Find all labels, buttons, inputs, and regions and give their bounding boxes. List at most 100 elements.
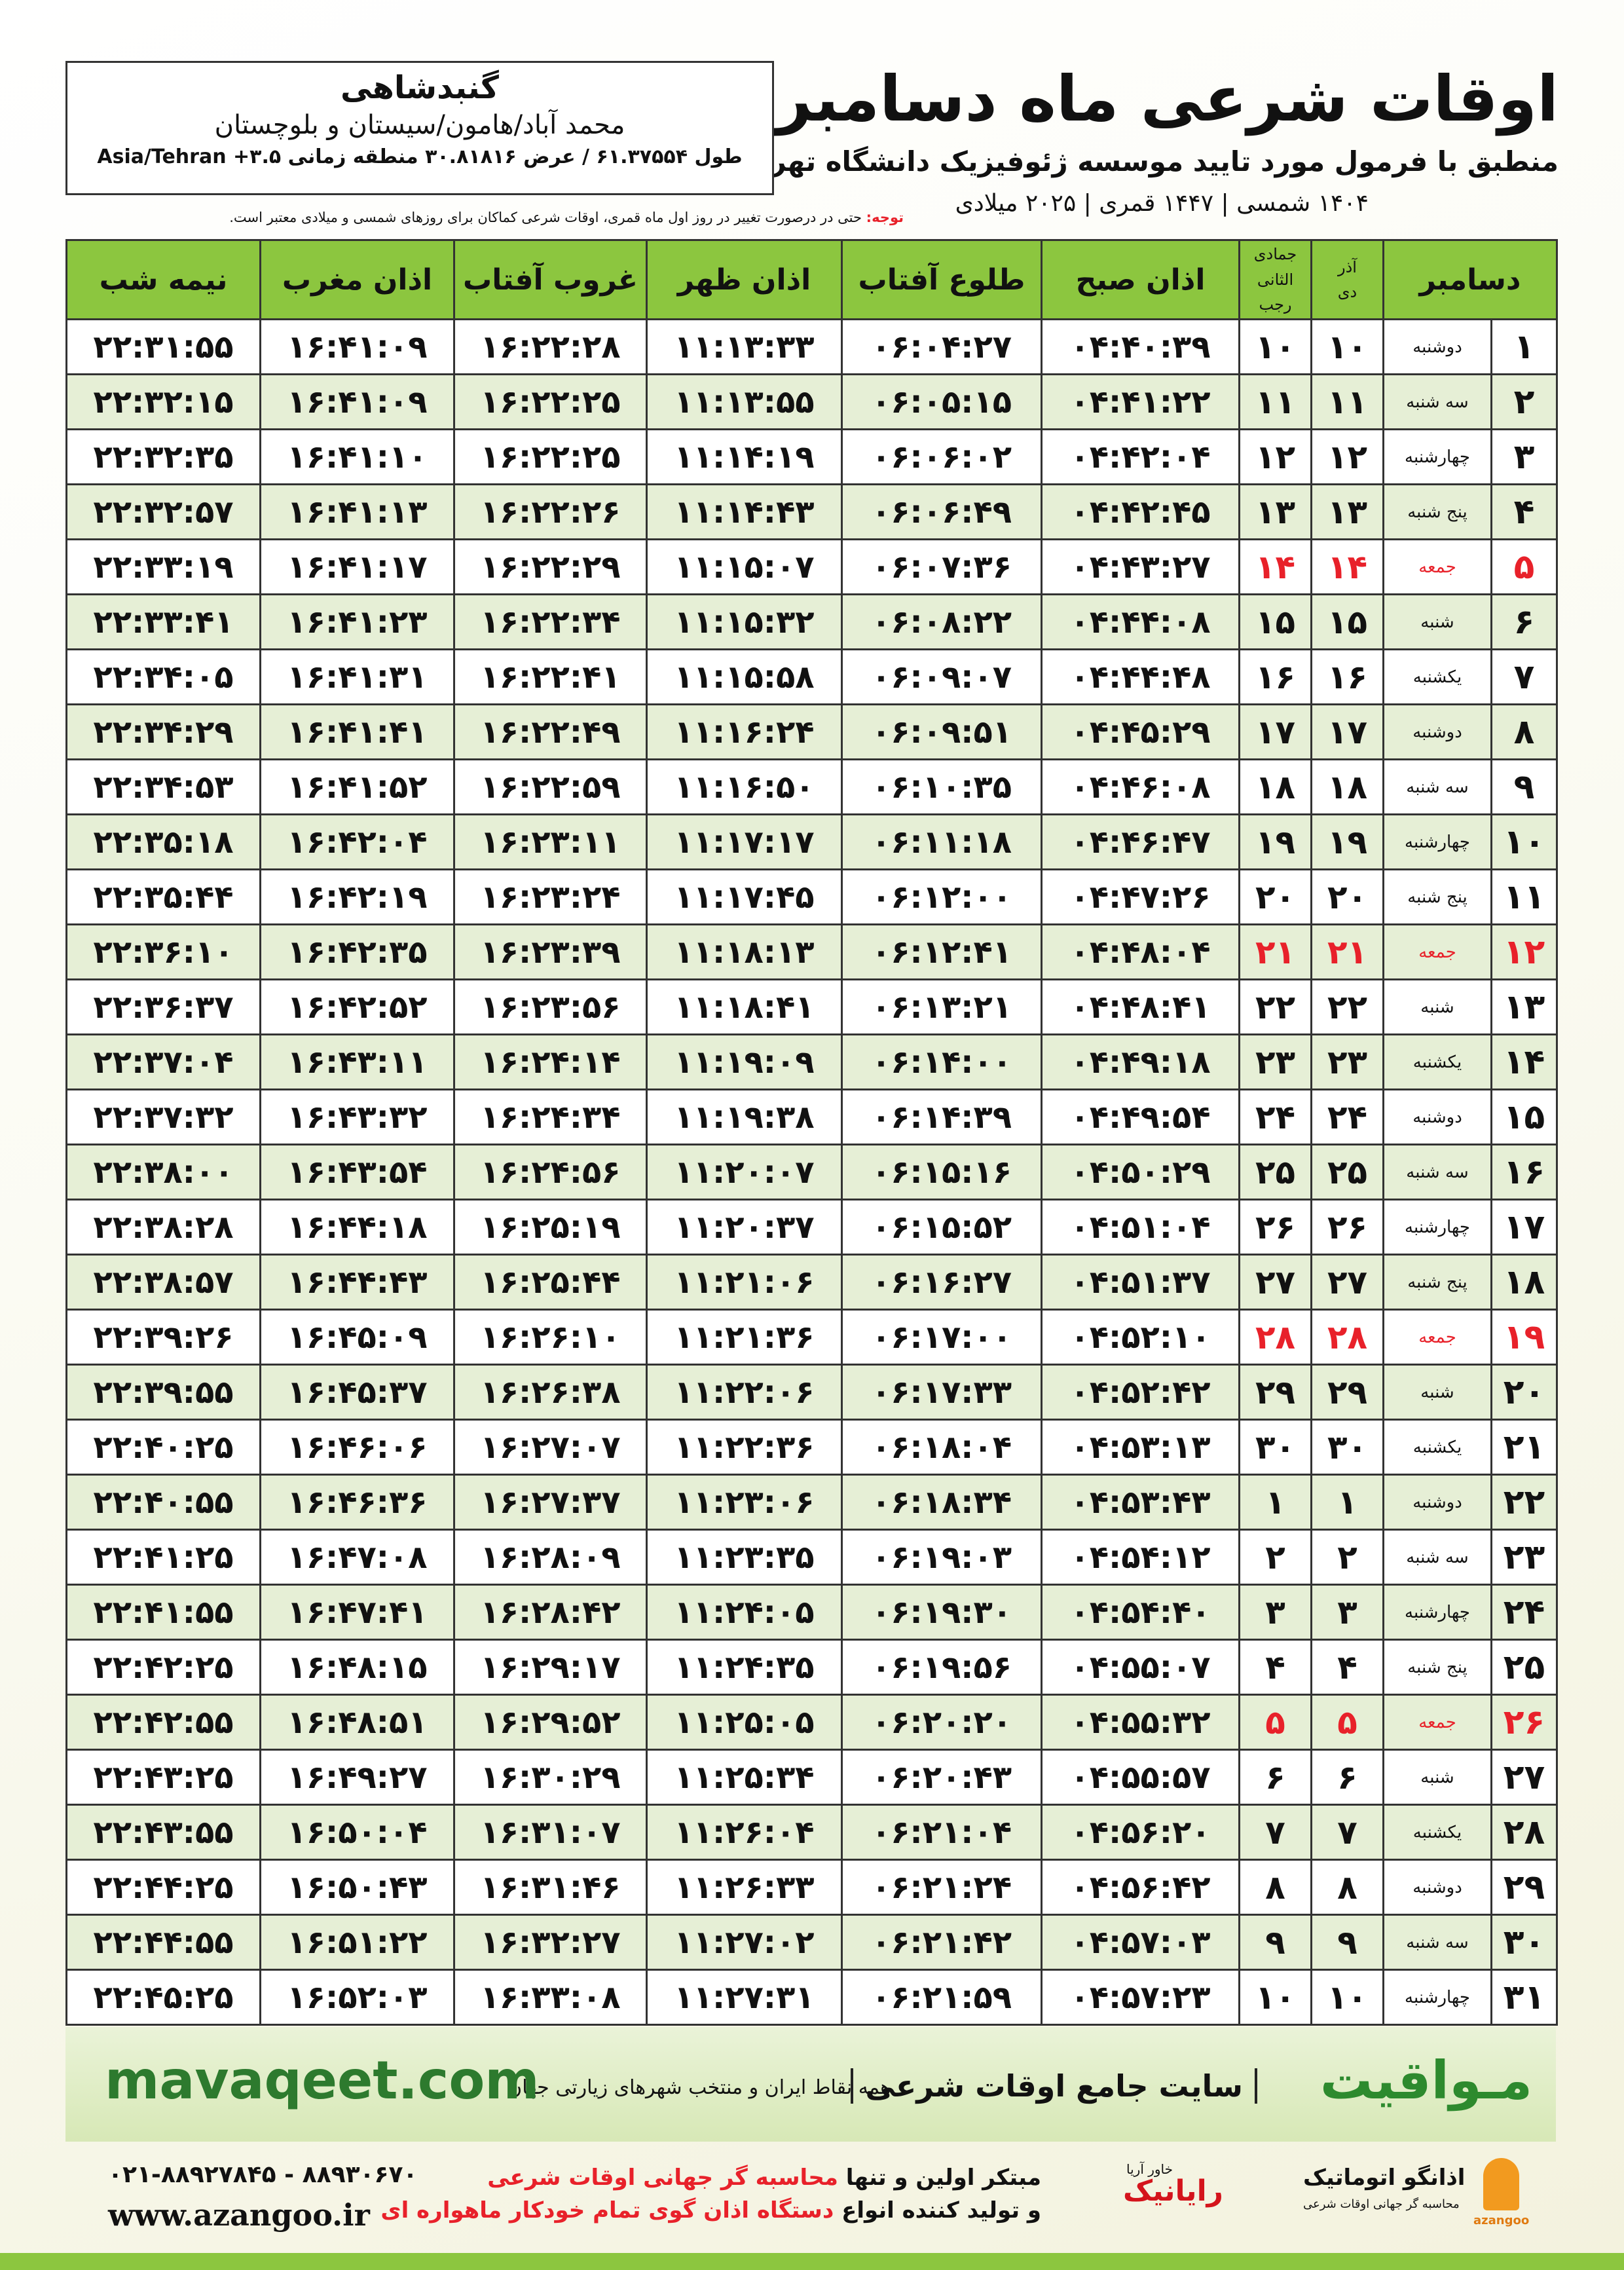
time-cell: ۰۶:۲۱:۵۹ [841, 1969, 1043, 2026]
logo-icon [1483, 2158, 1519, 2210]
cell-rajab: ۲۶ [1238, 1199, 1312, 1256]
time-cell: ۱۶:۲۲:۴۹ [453, 703, 648, 760]
table-row: ۱۹ جمعه ۲۸ ۲۸ ۰۴:۵۲:۱۰ ۰۶:۱۷:۰۰ ۱۱:۲۱:۳۶ ۱۶:۲۶:… [65, 1309, 1559, 1366]
cell-weekday: جمعه [1382, 923, 1493, 980]
time-cell: ۱۱:۲۴:۳۵ [646, 1639, 843, 1696]
tagline-text: و تولید کننده انواع [841, 2197, 1041, 2223]
table-row: ۸ دوشنبه ۱۷ ۱۷ ۰۴:۴۵:۲۹ ۰۶:۰۹:۵۱ ۱۱:۱۶:۲۴ ۱۶:۲۲… [65, 703, 1559, 760]
time-cell: ۱۶:۲۸:۴۲ [453, 1584, 648, 1641]
cell-dey: ۶ [1310, 1749, 1384, 1806]
time-cell: ۲۲:۳۲:۱۵ [65, 373, 261, 430]
time-cell: ۲۲:۳۸:۵۷ [65, 1254, 261, 1311]
cell-day: ۱۲ [1490, 923, 1559, 980]
cell-day: ۵ [1490, 538, 1559, 595]
cell-day: ۴ [1490, 483, 1559, 540]
time-cell: ۱۶:۲۳:۳۹ [453, 923, 648, 980]
time-cell: ۱۶:۴۳:۳۲ [259, 1088, 455, 1145]
column-header-top: آذر [1338, 257, 1357, 276]
cell-rajab: ۱۹ [1238, 813, 1312, 870]
time-cell: ۰۴:۴۹:۱۸ [1041, 1033, 1240, 1090]
time-cell: ۱۶:۴۶:۰۶ [259, 1419, 455, 1476]
time-cell: ۱۶:۴۸:۱۵ [259, 1639, 455, 1696]
cell-weekday: چهارشنبه [1382, 813, 1493, 870]
table-row: ۱۷ چهارشنبه ۲۶ ۲۶ ۰۴:۵۱:۰۴ ۰۶:۱۵:۵۲ ۱۱:۲۰:۳۷ ۱۶… [65, 1199, 1559, 1256]
cell-day: ۲۳ [1490, 1529, 1559, 1586]
cell-dey: ۳۰ [1310, 1419, 1384, 1476]
time-cell: ۰۴:۵۰:۲۹ [1041, 1144, 1240, 1200]
cell-dey: ۵ [1310, 1694, 1384, 1751]
cell-rajab: ۱۷ [1238, 703, 1312, 760]
time-cell: ۲۲:۳۲:۵۷ [65, 483, 261, 540]
time-cell: ۰۶:۱۲:۴۱ [841, 923, 1043, 980]
time-cell: ۱۱:۲۵:۳۴ [646, 1749, 843, 1806]
dates: ۱۴۰۴ شمسی | ۱۴۴۷ قمری | ۲۰۲۵ میلادی [955, 190, 1369, 217]
time-cell: ۰۶:۱۷:۰۰ [841, 1309, 1043, 1366]
cell-day: ۲۷ [1490, 1749, 1559, 1806]
time-cell: ۰۶:۰۹:۵۱ [841, 703, 1043, 760]
cell-rajab: ۱۳ [1238, 483, 1312, 540]
cell-weekday: سه شنبه [1382, 1914, 1493, 1971]
time-cell: ۱۶:۵۰:۴۳ [259, 1859, 455, 1916]
time-cell: ۱۶:۲۷:۳۷ [453, 1474, 648, 1531]
time-cell: ۲۲:۳۸:۰۰ [65, 1144, 261, 1200]
cell-rajab: ۲۰ [1238, 868, 1312, 925]
cell-dey: ۱۶ [1310, 648, 1384, 705]
cell-dey: ۲۷ [1310, 1254, 1384, 1311]
time-cell: ۰۶:۰۵:۱۵ [841, 373, 1043, 430]
title: اوقات شرعی ماه دسامبر [775, 62, 1559, 136]
table-row: ۲۴ چهارشنبه ۳ ۳ ۰۴:۵۴:۴۰ ۰۶:۱۹:۳۰ ۱۱:۲۴:۰۵ ۱۶:۲… [65, 1584, 1559, 1641]
time-cell: ۱۶:۲۳:۵۶ [453, 978, 648, 1035]
time-cell: ۱۶:۲۲:۳۴ [453, 593, 648, 650]
cell-dey: ۷ [1310, 1804, 1384, 1861]
cell-day: ۲۱ [1490, 1419, 1559, 1476]
cell-rajab: ۴ [1238, 1639, 1312, 1696]
logo-text: محاسبه گر جهانی اوقات شرعی [1303, 2197, 1460, 2211]
time-cell: ۲۲:۳۴:۲۹ [65, 703, 261, 760]
cell-rajab: ۵ [1238, 1694, 1312, 1751]
cell-day: ۲۰ [1490, 1364, 1559, 1421]
cell-rajab: ۲۷ [1238, 1254, 1312, 1311]
time-cell: ۱۶:۴۴:۴۳ [259, 1254, 455, 1311]
prayer-table: دسامبر آذر دی جمادی الثانی رجب اذان صبح طلو… [65, 239, 1559, 2026]
time-cell: ۲۲:۴۱:۲۵ [65, 1529, 261, 1586]
table-row: ۴ پنج شنبه ۱۳ ۱۳ ۰۴:۴۲:۴۵ ۰۶:۰۶:۴۹ ۱۱:۱۴:۴۳ ۱۶:… [65, 483, 1559, 540]
cell-weekday: یکشنبه [1382, 1033, 1493, 1090]
table-row: ۲۹ دوشنبه ۸ ۸ ۰۴:۵۶:۴۲ ۰۶:۲۱:۲۴ ۱۱:۲۶:۳۳ ۱۶:۳۱:… [65, 1859, 1559, 1916]
time-cell: ۲۲:۳۵:۱۸ [65, 813, 261, 870]
table-row: ۳۰ سه شنبه ۹ ۹ ۰۴:۵۷:۰۳ ۰۶:۲۱:۴۲ ۱۱:۲۷:۰۲ ۱۶:۳۲… [65, 1914, 1559, 1971]
cell-day: ۱۶ [1490, 1144, 1559, 1200]
time-cell: ۱۶:۴۲:۳۵ [259, 923, 455, 980]
cell-weekday: جمعه [1382, 1309, 1493, 1366]
cell-weekday: یکشنبه [1382, 1804, 1493, 1861]
time-cell: ۱۱:۱۵:۳۲ [646, 593, 843, 650]
time-cell: ۰۴:۴۲:۴۵ [1041, 483, 1240, 540]
cell-weekday: دوشنبه [1382, 1088, 1493, 1145]
time-cell: ۱۶:۲۲:۲۶ [453, 483, 648, 540]
cell-rajab: ۱۰ [1238, 1969, 1312, 2026]
time-cell: ۰۶:۱۳:۲۱ [841, 978, 1043, 1035]
column-header: جمادی الثانی رجب [1238, 239, 1312, 320]
time-cell: ۱۶:۲۲:۲۹ [453, 538, 648, 595]
time-cell: ۱۶:۲۶:۱۰ [453, 1309, 648, 1366]
cell-weekday: شنبه [1382, 978, 1493, 1035]
cell-weekday: جمعه [1382, 538, 1493, 595]
time-cell: ۰۶:۱۲:۰۰ [841, 868, 1043, 925]
time-cell: ۲۲:۳۶:۳۷ [65, 978, 261, 1035]
time-cell: ۲۲:۴۴:۲۵ [65, 1859, 261, 1916]
column-header: آذر دی [1310, 239, 1384, 320]
time-cell: ۱۶:۲۳:۲۴ [453, 868, 648, 925]
cell-dey: ۲۰ [1310, 868, 1384, 925]
time-cell: ۱۱:۲۲:۳۶ [646, 1419, 843, 1476]
cell-weekday: یکشنبه [1382, 1419, 1493, 1476]
time-cell: ۲۲:۳۶:۱۰ [65, 923, 261, 980]
cell-weekday: سه شنبه [1382, 1529, 1493, 1586]
cell-rajab: ۳۰ [1238, 1419, 1312, 1476]
time-cell: ۰۴:۵۵:۳۲ [1041, 1694, 1240, 1751]
time-cell: ۱۶:۴۱:۱۷ [259, 538, 455, 595]
time-cell: ۰۶:۱۰:۳۵ [841, 758, 1043, 815]
time-cell: ۱۱:۲۶:۰۴ [646, 1804, 843, 1861]
time-cell: ۱۶:۴۴:۱۸ [259, 1199, 455, 1256]
time-cell: ۱۱:۱۴:۴۳ [646, 483, 843, 540]
time-cell: ۱۶:۲۲:۴۱ [453, 648, 648, 705]
cell-rajab: ۱۸ [1238, 758, 1312, 815]
